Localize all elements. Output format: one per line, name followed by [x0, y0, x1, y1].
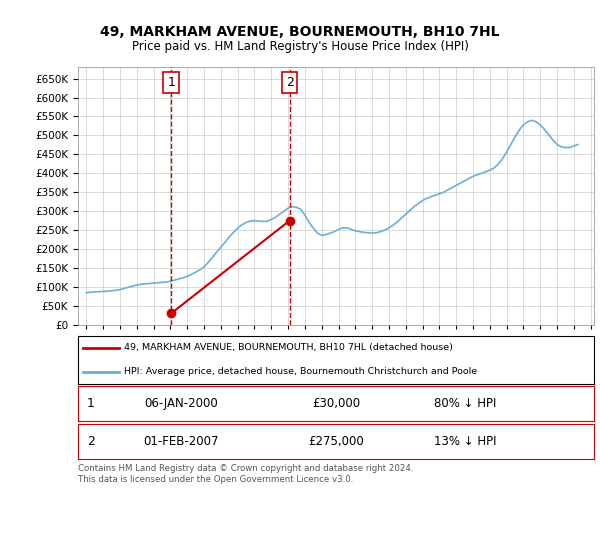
Text: 06-JAN-2000: 06-JAN-2000	[145, 397, 218, 410]
Text: 49, MARKHAM AVENUE, BOURNEMOUTH, BH10 7HL (detached house): 49, MARKHAM AVENUE, BOURNEMOUTH, BH10 7H…	[124, 343, 454, 352]
Text: 49, MARKHAM AVENUE, BOURNEMOUTH, BH10 7HL: 49, MARKHAM AVENUE, BOURNEMOUTH, BH10 7H…	[100, 25, 500, 39]
Text: 80% ↓ HPI: 80% ↓ HPI	[434, 397, 496, 410]
Text: 1: 1	[87, 397, 95, 410]
Text: 13% ↓ HPI: 13% ↓ HPI	[434, 435, 496, 448]
Text: £30,000: £30,000	[312, 397, 360, 410]
Text: 01-FEB-2007: 01-FEB-2007	[143, 435, 219, 448]
Text: HPI: Average price, detached house, Bournemouth Christchurch and Poole: HPI: Average price, detached house, Bour…	[124, 367, 478, 376]
Text: 2: 2	[286, 76, 293, 89]
Text: £275,000: £275,000	[308, 435, 364, 448]
Text: 2: 2	[87, 435, 95, 448]
Text: Price paid vs. HM Land Registry's House Price Index (HPI): Price paid vs. HM Land Registry's House …	[131, 40, 469, 53]
Text: 1: 1	[167, 76, 175, 89]
Text: Contains HM Land Registry data © Crown copyright and database right 2024.
This d: Contains HM Land Registry data © Crown c…	[78, 464, 413, 484]
